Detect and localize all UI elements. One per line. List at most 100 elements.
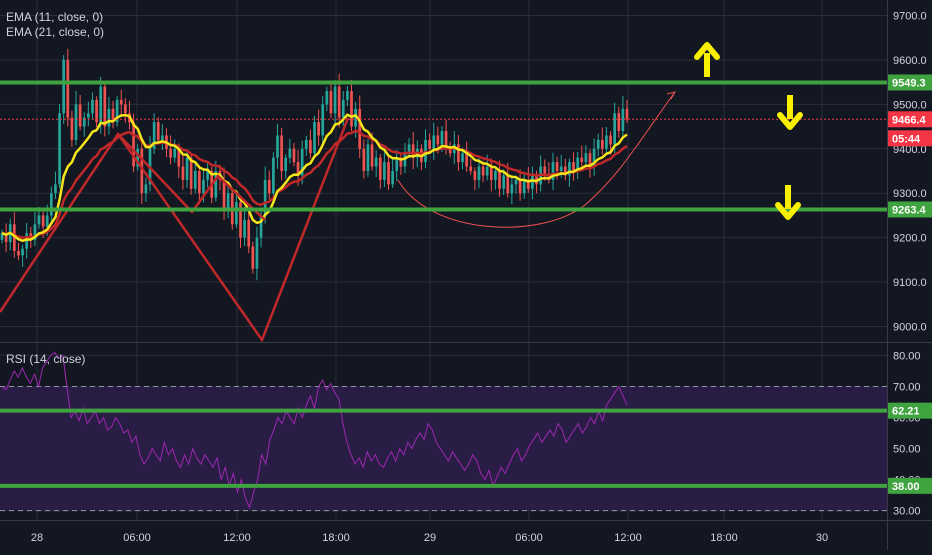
- candle-body: [189, 157, 193, 189]
- candle-body: [70, 117, 74, 140]
- candle-body: [185, 157, 189, 180]
- candle-body: [78, 104, 82, 127]
- x-tick-label: 06:00: [123, 532, 151, 544]
- rsi-tick-label: 50.00: [893, 444, 921, 456]
- x-tick-label: 18:00: [710, 532, 738, 544]
- candles: [0, 48, 629, 281]
- candle-body: [555, 162, 559, 171]
- candle-body: [115, 99, 119, 123]
- level-tag-bottom: 9263.4: [892, 204, 927, 216]
- price-tags: 9549.3 9263.4 9466.4 05:44 62.21 38.00: [888, 74, 932, 494]
- rsi-level-tag-top-bg: [888, 402, 932, 419]
- candle-body: [272, 157, 275, 194]
- candle-body: [62, 59, 66, 114]
- candle-body: [95, 99, 98, 123]
- legend-ema-slow[interactable]: EMA (21, close, 0): [6, 25, 105, 39]
- candle-body: [329, 91, 333, 114]
- candle-body: [563, 166, 567, 176]
- candle-body: [374, 157, 378, 167]
- candle-body: [156, 122, 160, 140]
- price-tick-label: 9200.0: [893, 233, 927, 245]
- candle-body: [522, 179, 526, 194]
- candle-body: [132, 122, 135, 167]
- candle-body: [498, 171, 501, 189]
- candle-body: [596, 139, 600, 149]
- candle-body: [584, 153, 588, 163]
- candle-body: [140, 148, 144, 194]
- candle-body: [485, 166, 489, 176]
- candle-body: [181, 166, 185, 180]
- candle-body: [609, 135, 612, 145]
- candle-body: [161, 135, 164, 140]
- candle-body: [119, 99, 123, 105]
- candle-body: [321, 104, 325, 136]
- candle-body: [354, 108, 357, 127]
- last-price-tag: 9466.4: [892, 114, 927, 126]
- ema-fast-line: [1, 113, 628, 243]
- candle-body: [173, 148, 177, 158]
- candle-body: [457, 144, 460, 163]
- candle-body: [613, 113, 617, 145]
- legend-price: EMA (11, close, 0) EMA (21, close, 0): [6, 10, 104, 40]
- rsi-level-tag-bottom-bg: [888, 477, 932, 494]
- rsi-band: [0, 385, 887, 512]
- candle-body: [605, 135, 608, 149]
- candle-body: [251, 246, 255, 269]
- arrows: [694, 42, 803, 220]
- legend-ema-fast[interactable]: EMA (11, close, 0): [6, 10, 104, 24]
- price-tick-label: 9400.0: [893, 144, 927, 156]
- rsi-tick-label: 30.00: [893, 506, 921, 518]
- candle-body: [477, 166, 481, 180]
- price-tick-label: 9000.0: [893, 321, 927, 333]
- candle-body: [576, 157, 579, 171]
- candle-body: [411, 144, 415, 158]
- candle-body: [292, 148, 296, 163]
- x-tick-label: 29: [424, 532, 436, 544]
- candle-body: [309, 139, 312, 154]
- candle-body: [235, 202, 238, 225]
- candle-body: [526, 179, 530, 189]
- candle-body: [407, 144, 411, 154]
- rsi-band-fill: [0, 386, 887, 511]
- candle-body: [37, 215, 41, 225]
- candle-body: [403, 153, 407, 167]
- countdown-tag-bg: [888, 130, 932, 147]
- candle-body: [333, 86, 337, 114]
- candle-body: [66, 59, 70, 118]
- candle-body: [25, 233, 29, 249]
- ema-lines: [1, 113, 628, 243]
- x-tick-label: 06:00: [515, 532, 543, 544]
- candle-body: [383, 162, 386, 180]
- candle-body: [239, 202, 242, 238]
- legend-rsi-label[interactable]: RSI (14, close): [6, 352, 86, 366]
- candle-body: [214, 171, 218, 198]
- price-tick-label: 9300.0: [893, 188, 927, 200]
- candle-body: [317, 122, 320, 136]
- rsi-level-tag-top: 62.21: [892, 406, 920, 418]
- candle-body: [206, 171, 209, 180]
- candle-body: [518, 179, 522, 194]
- level-tag-top: 9549.3: [892, 77, 926, 89]
- candle-body: [284, 157, 288, 171]
- candle-body: [580, 157, 584, 163]
- candle-body: [222, 179, 226, 211]
- candle-body: [99, 86, 103, 123]
- candle-body: [494, 171, 497, 180]
- candle-body: [465, 153, 468, 167]
- arrow-up-icon: [694, 42, 720, 77]
- candle-body: [193, 171, 197, 189]
- legend-rsi: RSI (14, close): [6, 352, 85, 367]
- candle-body: [255, 237, 259, 269]
- rsi-tick-label: 80.00: [893, 350, 921, 362]
- candle-body: [362, 148, 366, 171]
- arrow-head: [777, 112, 803, 130]
- candle-body: [288, 148, 292, 158]
- candle-body: [202, 179, 205, 194]
- price-tick-label: 9500.0: [893, 99, 927, 111]
- price-tick-label: 9100.0: [893, 277, 927, 289]
- candle-body: [350, 91, 353, 127]
- candle-body: [33, 224, 37, 240]
- candle-body: [276, 135, 279, 158]
